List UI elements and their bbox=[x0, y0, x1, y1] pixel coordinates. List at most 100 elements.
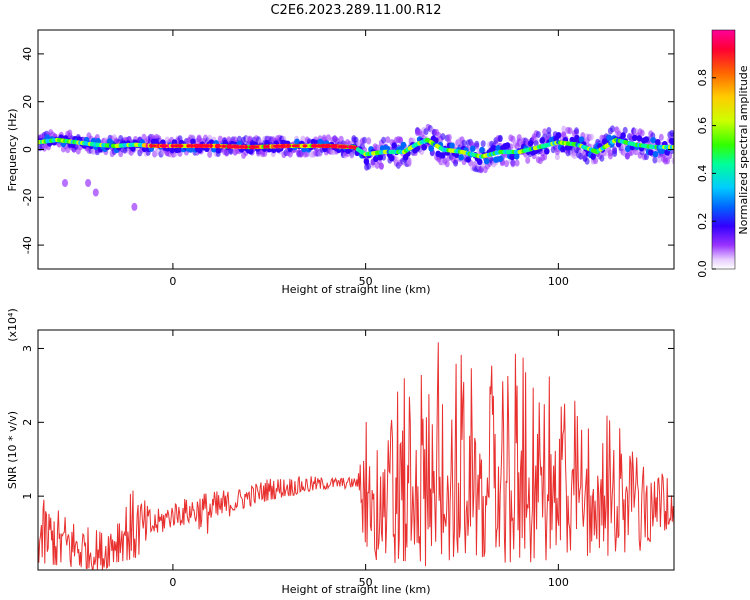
spectral-outlier bbox=[62, 179, 68, 187]
spectral-cell bbox=[254, 145, 260, 149]
spectral-cell bbox=[435, 150, 441, 157]
spectral-cell bbox=[546, 127, 552, 134]
colorbar-tick-label: 0.0 bbox=[696, 260, 709, 278]
spectral-cell bbox=[169, 146, 175, 154]
spectral-cell bbox=[349, 151, 355, 159]
spectral-cell bbox=[151, 144, 157, 148]
spectral-cell bbox=[656, 155, 662, 163]
spectral-cell bbox=[571, 152, 577, 160]
spectral-cell bbox=[325, 134, 331, 142]
spectral-cell bbox=[588, 133, 594, 141]
spectral-cell bbox=[658, 133, 664, 141]
snr-y-axis-label: SNR (10 * v/v) bbox=[6, 411, 19, 489]
spectral-cell bbox=[439, 152, 446, 159]
spectral-cell bbox=[495, 145, 502, 152]
spectral-cell bbox=[535, 131, 541, 138]
spectral-cell bbox=[655, 139, 661, 146]
spectral-cell bbox=[497, 134, 503, 142]
spectrogram-x-tick-label: 50 bbox=[359, 275, 373, 288]
spectral-cell bbox=[281, 144, 286, 148]
spectral-cell bbox=[190, 138, 196, 145]
spectral-cell bbox=[479, 146, 485, 154]
colorbar bbox=[711, 29, 736, 270]
spectral-cell bbox=[590, 153, 596, 160]
spectrogram-axes: 0 50 100 -40 -20 0 20 40 bbox=[21, 30, 674, 288]
spectral-cell bbox=[446, 134, 452, 141]
spectral-cell bbox=[555, 132, 562, 139]
spectrogram-plot bbox=[38, 123, 674, 211]
spectral-cell bbox=[332, 144, 338, 148]
spectral-cell bbox=[302, 144, 308, 148]
spectral-cell bbox=[497, 155, 504, 163]
spectral-cell bbox=[650, 137, 656, 144]
snr-y-multiplier: (x10⁴) bbox=[6, 308, 19, 342]
snr-y-tick-label: 2 bbox=[21, 419, 34, 426]
spectral-cell bbox=[449, 142, 455, 149]
spectral-cell bbox=[398, 136, 403, 144]
spectral-cell bbox=[363, 158, 370, 165]
spectrogram-y-tick-label: -20 bbox=[21, 188, 34, 206]
spectral-cell bbox=[207, 150, 213, 158]
snr-axes: 0 50 100 1 2 3 bbox=[21, 330, 674, 589]
snr-plot bbox=[38, 342, 674, 570]
spectral-cell bbox=[639, 129, 645, 137]
spectrogram-x-tick-label: 0 bbox=[169, 275, 176, 288]
spectral-cell bbox=[366, 162, 372, 170]
spectral-cell bbox=[561, 125, 567, 133]
spectral-cell bbox=[504, 142, 511, 149]
spectral-cell bbox=[474, 140, 480, 148]
spectral-cell bbox=[406, 157, 412, 165]
spectrogram-x-axis-label: Height of straight line (km) bbox=[281, 283, 430, 296]
spectral-cell bbox=[458, 154, 465, 161]
spectrogram-y-tick-label: 40 bbox=[21, 47, 34, 61]
spectral-cell bbox=[510, 160, 516, 168]
spectral-cell bbox=[351, 145, 357, 149]
spectral-cell bbox=[504, 160, 509, 168]
spectral-cell bbox=[616, 130, 622, 138]
spectral-cell bbox=[643, 136, 649, 143]
spectral-outlier bbox=[85, 179, 92, 187]
spectral-cell bbox=[629, 148, 635, 156]
spectral-cell bbox=[622, 126, 628, 134]
spectrogram-y-axis-label: Frequency (Hz) bbox=[6, 109, 19, 192]
spectral-cell bbox=[243, 145, 249, 149]
spectral-cell bbox=[453, 159, 459, 167]
spectral-cell bbox=[216, 144, 222, 148]
spectral-cell bbox=[221, 144, 227, 148]
colorbar-tick-label: 0.4 bbox=[696, 165, 709, 183]
spectral-cell bbox=[389, 155, 395, 162]
spectral-cell bbox=[525, 156, 531, 164]
spectral-cell bbox=[671, 144, 674, 150]
spectral-cell bbox=[192, 144, 197, 148]
snr-y-tick-label: 3 bbox=[21, 345, 34, 352]
spectral-cell bbox=[343, 145, 349, 149]
spectral-cell bbox=[659, 147, 666, 155]
spectral-cell bbox=[476, 158, 483, 165]
spectral-cell bbox=[539, 137, 545, 144]
spectral-cell bbox=[391, 142, 398, 149]
spectral-cell bbox=[321, 144, 327, 148]
spectral-cell bbox=[671, 131, 674, 139]
spectrogram-y-tick-label: -40 bbox=[21, 236, 34, 254]
spectral-cell bbox=[584, 157, 590, 165]
spectral-cell bbox=[533, 140, 539, 148]
colorbar-ticks: 0.0 0.2 0.4 0.6 0.8 bbox=[696, 69, 716, 278]
spectral-cell bbox=[385, 136, 391, 144]
snr-x-tick-label: 50 bbox=[359, 576, 373, 589]
spectrogram-y-tick-label: 0 bbox=[21, 146, 34, 153]
spectral-cell bbox=[421, 144, 428, 151]
spectral-cell bbox=[671, 157, 674, 165]
colorbar-tick-label: 0.2 bbox=[696, 212, 709, 230]
spectral-cell bbox=[400, 141, 407, 149]
spectral-cell bbox=[493, 156, 499, 163]
spectral-cell bbox=[372, 155, 379, 163]
spectral-cell bbox=[514, 159, 520, 167]
snr-x-tick-label: 100 bbox=[548, 576, 569, 589]
spectral-cell bbox=[560, 146, 566, 153]
spectral-cell bbox=[610, 125, 615, 133]
spectral-cell bbox=[648, 149, 654, 156]
spectral-cell bbox=[607, 149, 613, 157]
spectral-cell bbox=[470, 145, 476, 152]
spectral-cell bbox=[444, 160, 450, 168]
spectral-cell bbox=[362, 136, 367, 144]
